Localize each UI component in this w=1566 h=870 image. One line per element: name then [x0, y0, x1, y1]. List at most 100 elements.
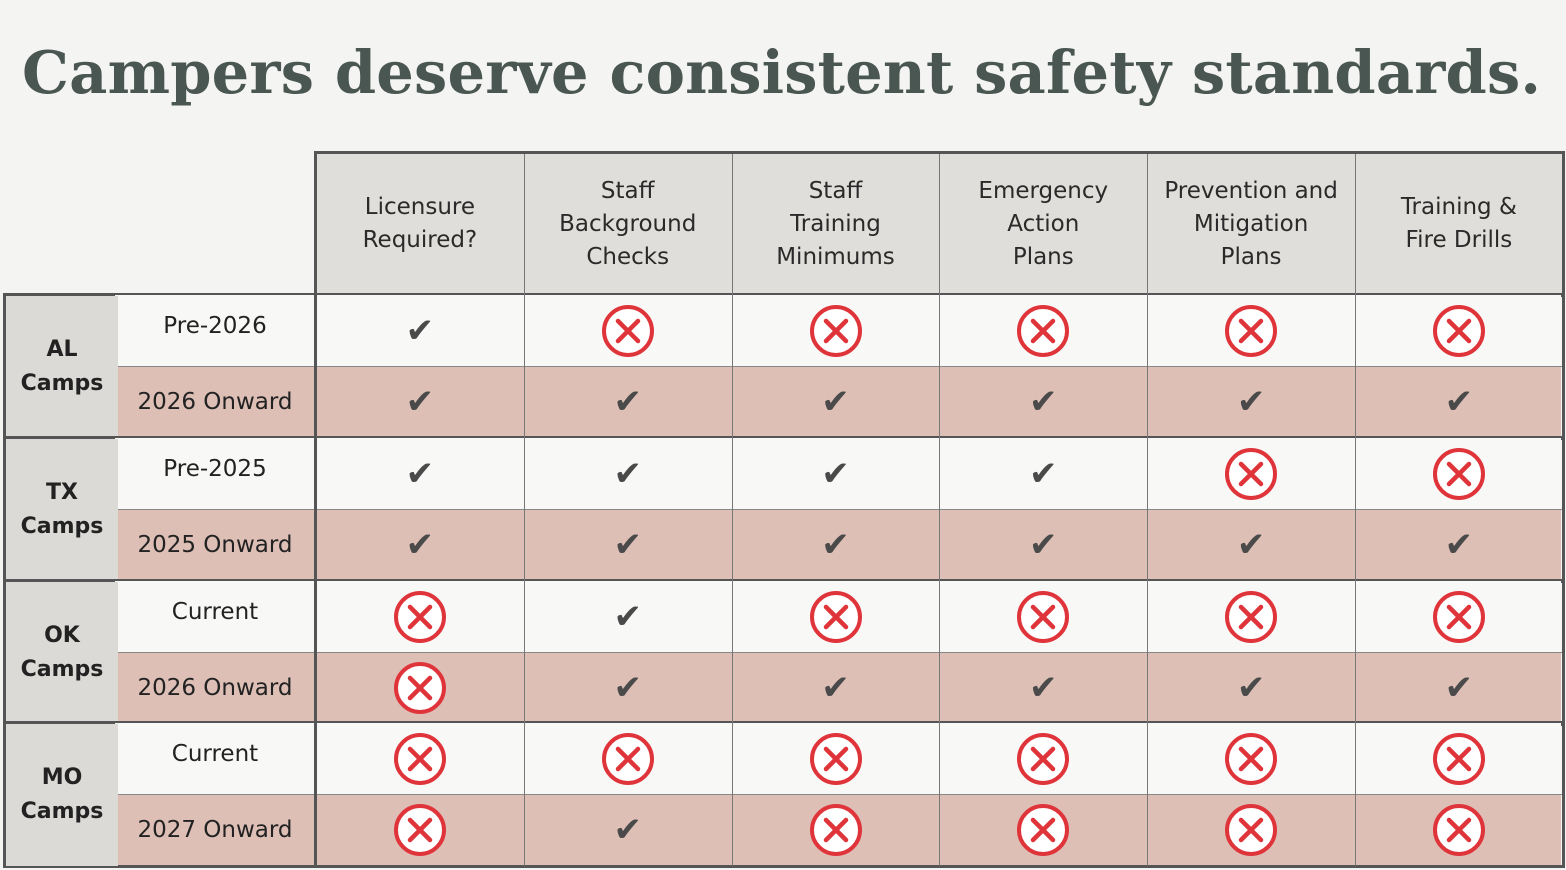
circle-x-icon	[601, 304, 654, 357]
checkmark-icon: ✔	[613, 596, 642, 637]
check-cell: ✔	[1201, 509, 1301, 580]
checkmark-icon: ✔	[613, 524, 642, 565]
circle-x-icon	[1017, 590, 1070, 643]
x-cell	[1201, 295, 1301, 366]
check-cell: ✔	[578, 652, 678, 723]
page-title: Campers deserve consistent safety standa…	[22, 38, 1542, 107]
column-header: Emergency Action Plans	[978, 177, 1109, 270]
table-row: Current	[115, 723, 1561, 794]
checkmark-icon: ✔	[821, 453, 850, 494]
table-row: Current ✔	[115, 581, 1561, 652]
x-cell	[1409, 581, 1509, 652]
check-cell: ✔	[786, 438, 886, 509]
check-cell: ✔	[370, 366, 470, 437]
checkmark-icon: ✔	[405, 524, 435, 565]
x-cell	[993, 794, 1093, 865]
circle-x-icon	[809, 590, 862, 643]
circle-x-icon	[1225, 803, 1278, 856]
checkmark-icon: ✔	[613, 809, 642, 850]
column-header: Prevention and Mitigation Plans	[1164, 177, 1338, 270]
circle-x-icon	[1017, 803, 1070, 856]
x-cell	[993, 723, 1093, 794]
group-label: MO Camps	[6, 724, 118, 866]
column-divider	[1355, 154, 1356, 866]
check-cell: ✔	[578, 794, 678, 865]
check-cell: ✔	[786, 366, 886, 437]
row-divider	[115, 794, 1562, 795]
row-divider	[115, 509, 1562, 510]
x-cell	[993, 581, 1093, 652]
column-header: Staff Background Checks	[559, 177, 697, 270]
checkmark-icon: ✔	[613, 667, 642, 708]
circle-x-icon	[1017, 304, 1070, 357]
x-cell	[578, 295, 678, 366]
checkmark-icon: ✔	[821, 381, 850, 422]
checkmark-icon: ✔	[821, 667, 850, 708]
column-divider	[524, 154, 525, 866]
row-label: Current	[171, 741, 259, 767]
checkmark-icon: ✔	[405, 381, 435, 422]
group-label: AL Camps	[6, 296, 118, 438]
circle-x-icon	[1432, 590, 1485, 643]
row-label: 2026 Onward	[137, 388, 293, 415]
check-cell: ✔	[1201, 652, 1301, 723]
table-row: 2027 Onward ✔	[115, 794, 1561, 865]
check-cell: ✔	[993, 652, 1093, 723]
checkmark-icon: ✔	[405, 310, 435, 351]
circle-x-icon	[393, 661, 446, 714]
circle-x-icon	[809, 304, 862, 357]
circle-x-icon	[1225, 732, 1278, 785]
check-cell: ✔	[370, 509, 470, 580]
row-divider	[115, 366, 1562, 367]
checkmark-icon: ✔	[1029, 381, 1058, 422]
column-header: Licensure Required?	[362, 194, 478, 253]
x-cell	[786, 794, 886, 865]
checkmark-icon: ✔	[1444, 667, 1474, 708]
check-cell: ✔	[993, 509, 1093, 580]
check-cell: ✔	[578, 581, 678, 652]
x-cell	[578, 723, 678, 794]
column-divider	[732, 154, 733, 866]
circle-x-icon	[1432, 732, 1485, 785]
check-cell: ✔	[578, 366, 678, 437]
x-cell	[1201, 438, 1301, 509]
row-label: Current	[171, 599, 259, 625]
checkmark-icon: ✔	[1444, 524, 1474, 565]
column-divider	[1147, 154, 1148, 866]
checkmark-icon: ✔	[613, 453, 642, 494]
group-label: TX Camps	[6, 439, 118, 581]
table-row: 2026 Onward ✔ ✔ ✔ ✔ ✔	[115, 652, 1561, 723]
row-label: 2025 Onward	[137, 531, 293, 558]
check-cell: ✔	[1201, 366, 1301, 437]
checkmark-icon: ✔	[1029, 524, 1058, 565]
circle-x-icon	[809, 803, 862, 856]
check-cell: ✔	[1409, 366, 1509, 437]
checkmark-icon: ✔	[1236, 667, 1266, 708]
table-row: 2026 Onward ✔ ✔ ✔ ✔ ✔ ✔	[115, 366, 1561, 437]
row-label: 2026 Onward	[137, 674, 293, 701]
row-label: 2027 Onward	[137, 816, 293, 843]
table-row: 2025 Onward ✔ ✔ ✔ ✔ ✔ ✔	[115, 509, 1561, 580]
checkmark-icon: ✔	[821, 524, 850, 565]
circle-x-icon	[601, 732, 654, 785]
circle-x-icon	[393, 590, 446, 643]
check-cell: ✔	[993, 438, 1093, 509]
row-divider	[115, 652, 1562, 653]
check-cell: ✔	[1409, 652, 1509, 723]
checkmark-icon: ✔	[1029, 453, 1058, 494]
circle-x-icon	[1432, 803, 1485, 856]
row-label: Pre-2025	[163, 456, 267, 482]
checkmark-icon: ✔	[1029, 667, 1058, 708]
check-cell: ✔	[578, 509, 678, 580]
check-cell: ✔	[786, 509, 886, 580]
x-cell	[1409, 794, 1509, 865]
x-cell	[370, 652, 470, 723]
x-cell	[786, 581, 886, 652]
column-divider	[939, 154, 940, 866]
x-cell	[370, 794, 470, 865]
circle-x-icon	[1225, 590, 1278, 643]
x-cell	[1409, 438, 1509, 509]
table-row: Pre-2026 ✔	[115, 295, 1561, 366]
circle-x-icon	[393, 732, 446, 785]
checkmark-icon: ✔	[405, 453, 435, 494]
